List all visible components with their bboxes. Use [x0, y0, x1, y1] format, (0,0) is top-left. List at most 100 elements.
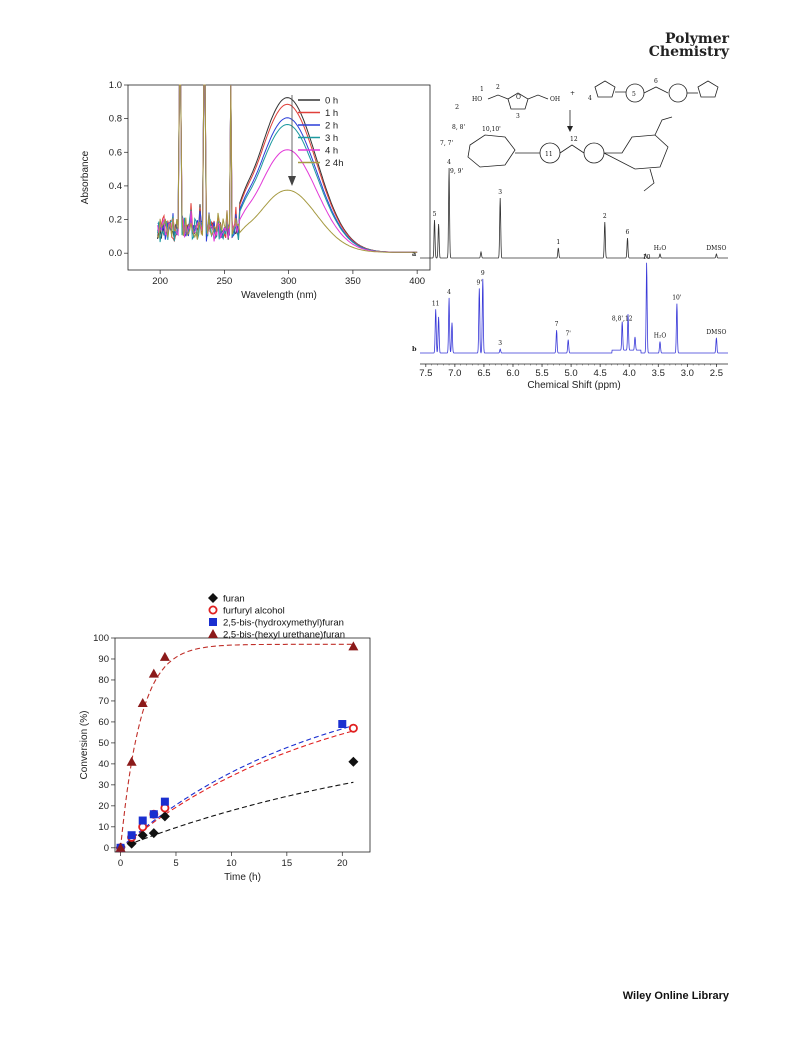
- x-tick-label: 7.0: [448, 368, 461, 379]
- plot-frame: [127, 84, 431, 271]
- label-4: 4: [588, 95, 592, 102]
- x-tick-label: 20: [337, 858, 348, 869]
- peak-label: 1: [556, 239, 560, 246]
- peak-label: 9: [481, 270, 485, 277]
- x-tick-label: 2.5: [710, 368, 723, 379]
- adduct-left: [467, 134, 516, 168]
- y-tick-label: 20: [98, 801, 109, 812]
- journal-title-line1: Polymer: [664, 31, 729, 47]
- data-point: [148, 828, 159, 839]
- peak-label: DMSO: [706, 245, 726, 252]
- series-line-4-h: [157, 84, 418, 253]
- peak-label: DMSO: [706, 329, 726, 336]
- phenyl-right: [668, 83, 688, 103]
- peak-label: 3: [498, 340, 502, 347]
- data-point: [126, 838, 137, 849]
- journal-title: Polymer Chemistry: [648, 31, 729, 60]
- x-tick-label: 3.5: [652, 368, 665, 379]
- peak-label: 4: [447, 159, 451, 166]
- legend-marker: [208, 605, 218, 615]
- maleimide-right: [697, 80, 719, 98]
- furan-arm-right: [527, 94, 549, 100]
- trend-arrow-head: [288, 176, 296, 186]
- y-tick-label: 70: [98, 696, 109, 707]
- peak-label: 8,8',12: [612, 316, 633, 323]
- peak-label: 10: [643, 254, 651, 261]
- y-tick-label: 0.2: [109, 215, 122, 226]
- x-tick-label: 200: [152, 276, 168, 287]
- peak-label: 7': [565, 331, 571, 338]
- y-tick-label: 10: [98, 822, 109, 833]
- fit-curve: [120, 725, 354, 849]
- y-tick-label: 50: [98, 738, 109, 749]
- peak-label: H₂O: [654, 245, 667, 252]
- y-tick-label: 90: [98, 654, 109, 665]
- legend-entry: furfuryl alcohol: [223, 606, 285, 617]
- label-11: 11: [545, 151, 553, 158]
- series-line-2-4h: [157, 84, 418, 253]
- data-point: [348, 756, 359, 767]
- peak-label: 10': [672, 295, 682, 302]
- legend-entry: 2,5-bis-(hexyl urethane)furan: [223, 630, 345, 641]
- y-tick-label: 0.0: [109, 248, 122, 259]
- y-tick-label: 100: [93, 633, 109, 644]
- y-tick-label: 0.6: [109, 147, 122, 158]
- x-tick-label: 5.5: [535, 368, 548, 379]
- x-tick-label: 4.5: [594, 368, 607, 379]
- data-point: [160, 797, 169, 806]
- journal-title-line2: Chemistry: [648, 44, 729, 60]
- fit-curve: [119, 643, 354, 848]
- y-axis-label: Conversion (%): [79, 711, 90, 780]
- peak-label: 11: [432, 300, 440, 307]
- y-axis-label: Absorbance: [80, 150, 91, 204]
- label-o: O: [516, 94, 521, 101]
- data-point: [137, 698, 148, 708]
- y-tick-label: 0.8: [109, 114, 122, 125]
- product-linker: [515, 144, 585, 154]
- legend-entry: 2 4h: [325, 158, 344, 169]
- peak-label: H₂O: [654, 333, 667, 340]
- peak-label: 9': [477, 279, 483, 286]
- data-point: [127, 831, 136, 840]
- y-tick-label: 30: [98, 780, 109, 791]
- x-tick-label: 0: [118, 858, 123, 869]
- data-point: [126, 756, 137, 766]
- peak-label: 5: [433, 211, 437, 218]
- peak-label: 7: [555, 321, 559, 328]
- legend-marker: [208, 593, 218, 603]
- conversion-chart: 0 5 10 15 20 0 10 20 30 40 50 60 70 80 90 100 Time (h) Co…: [79, 593, 371, 883]
- x-tick-label: 6.0: [506, 368, 519, 379]
- x-tick-label: 4.0: [623, 368, 636, 379]
- x-tick-label: 5.0: [564, 368, 577, 379]
- furan-arm-left: [487, 94, 509, 100]
- legend-entry: 3 h: [325, 133, 338, 144]
- fit-curve: [120, 730, 354, 849]
- trace-label: b: [412, 345, 417, 353]
- x-tick-label: 250: [216, 276, 232, 287]
- label-2: 2: [496, 84, 500, 91]
- nmr-trace-b: [420, 262, 728, 354]
- fit-curve: [120, 781, 354, 849]
- reaction-scheme: [467, 80, 719, 192]
- uv-vis-chart: 200 250 300 350 400 0.0 0.2 0.4 0.6 0.8 1.0 Wavelen…: [80, 80, 431, 301]
- legend-marker: [208, 629, 218, 638]
- x-axis-label: Chemical Shift (ppm): [527, 380, 620, 391]
- furan-ring: [507, 92, 529, 110]
- data-point: [348, 641, 359, 651]
- label-7: 7, 7': [440, 140, 453, 147]
- label-6: 6: [654, 78, 658, 85]
- y-tick-label: 1.0: [109, 80, 122, 91]
- legend-entry: furan: [223, 594, 245, 605]
- stoich-coefficient: 2: [455, 103, 459, 111]
- x-tick-label: 7.5: [419, 368, 432, 379]
- peak-label: 3: [498, 189, 502, 196]
- x-tick-label: 10: [226, 858, 237, 869]
- label-oh: OH: [550, 96, 560, 103]
- label-8: 8, 8': [452, 124, 465, 131]
- trace-label: a: [412, 250, 417, 258]
- y-tick-label: 80: [98, 675, 109, 686]
- data-point: [148, 668, 159, 678]
- label-12: 12: [570, 136, 578, 143]
- product-phenyl-right: [583, 142, 605, 164]
